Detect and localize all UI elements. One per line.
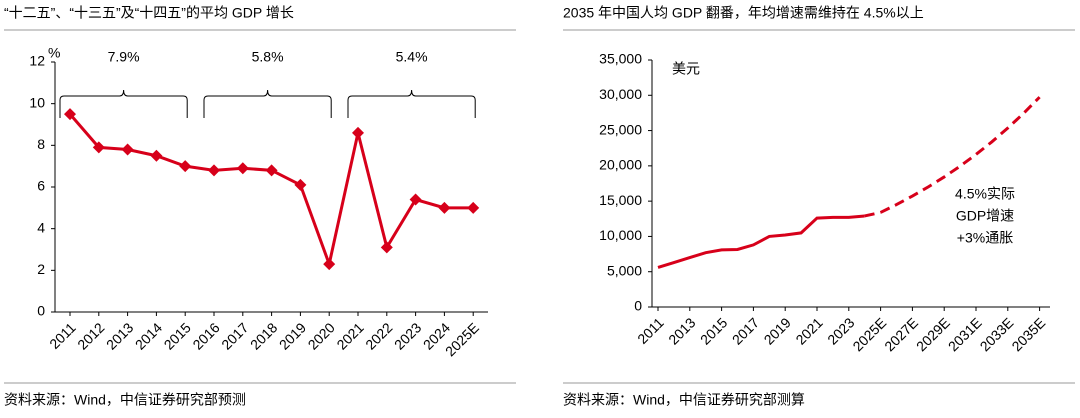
y-tick-label: 6: [37, 178, 45, 194]
marker: [121, 143, 134, 156]
unit-label: 美元: [672, 61, 700, 77]
x-tick-label: 2015: [161, 319, 194, 352]
marker: [208, 164, 220, 177]
marker: [467, 201, 480, 214]
x-tick-label: 2013: [665, 314, 698, 347]
marker: [409, 193, 422, 206]
y-tick-label: 2: [37, 261, 45, 277]
y-tick-label: 30,000: [599, 86, 642, 102]
marker: [352, 126, 364, 139]
annotation: +3%通胀: [957, 230, 1013, 246]
brace: [203, 89, 332, 118]
x-tick-label: 2017: [729, 314, 762, 347]
x-tick-label: 2018: [247, 319, 280, 352]
x-tick-label: 2031E: [945, 314, 985, 354]
x-tick-label: 2029E: [913, 314, 953, 354]
x-tick-label: 2020: [305, 319, 338, 352]
x-tick-label: 2011: [634, 314, 667, 347]
x-tick-label: 2017: [218, 319, 251, 352]
y-tick-label: 0: [634, 298, 642, 314]
unit-label: %: [48, 45, 60, 61]
connector: [864, 210, 881, 218]
marker: [92, 141, 105, 154]
marker: [438, 201, 451, 214]
marker: [380, 241, 393, 254]
x-tick-label: 2014: [132, 319, 165, 352]
x-tick-label: 2012: [74, 319, 107, 352]
annotation: 7.9%: [108, 49, 140, 65]
x-tick-label: 2011: [46, 319, 79, 352]
y-tick-label: 20,000: [599, 157, 642, 173]
x-tick-label: 2015: [697, 314, 730, 347]
y-tick-label: 10,000: [599, 227, 642, 243]
marker: [265, 164, 278, 177]
x-tick-label: 2016: [189, 319, 222, 352]
x-tick-label: 2021: [333, 319, 366, 352]
y-tick-label: 35,000: [599, 51, 642, 67]
marker: [179, 160, 192, 173]
x-tick-label: 2023: [391, 319, 424, 352]
chart-title: “十二五”、“十三五”及“十四五”的平均 GDP 增长: [4, 5, 294, 21]
chart-title: 2035 年中国人均 GDP 翻番，年均增速需维持在 4.5%以上: [563, 5, 924, 21]
marker: [323, 258, 336, 271]
y-tick-label: 12: [29, 53, 45, 69]
series-line: [68, 113, 474, 270]
y-tick-label: 25,000: [599, 121, 642, 137]
x-tick-label: 2022: [362, 319, 395, 352]
marker: [236, 162, 249, 175]
brace: [59, 89, 188, 118]
source: 资料来源：Wind，中信证券研究部测算: [563, 392, 805, 408]
marker: [294, 178, 307, 191]
y-tick-label: 10: [29, 94, 45, 110]
annotation: GDP增速: [956, 208, 1014, 224]
x-tick-label: 2019: [761, 314, 794, 347]
x-tick-label: 2019: [276, 319, 309, 352]
annotation: 5.4%: [396, 49, 428, 65]
x-tick-label: 2033E: [977, 314, 1017, 354]
source: 资料来源：Wind，中信证券研究部预测: [4, 392, 246, 408]
x-tick-label: 2025E: [442, 319, 482, 359]
x-tick-label: 2025E: [849, 314, 889, 354]
x-tick-label: 2013: [103, 319, 136, 352]
series-line: [879, 96, 1041, 214]
y-tick-label: 0: [37, 303, 45, 319]
y-tick-label: 5,000: [607, 262, 642, 278]
y-tick-label: 8: [37, 136, 45, 152]
x-tick-label: 2027E: [881, 314, 921, 354]
brace: [347, 89, 476, 118]
x-tick-label: 2035E: [1008, 314, 1048, 354]
annotation: 5.8%: [252, 49, 284, 65]
marker: [64, 108, 76, 121]
y-tick-label: 4: [37, 219, 45, 235]
x-tick-label: 2021: [792, 314, 825, 347]
marker: [150, 149, 163, 162]
annotation: 4.5%实际: [955, 186, 1015, 202]
y-tick-label: 15,000: [599, 192, 642, 208]
series-line: [657, 214, 865, 269]
